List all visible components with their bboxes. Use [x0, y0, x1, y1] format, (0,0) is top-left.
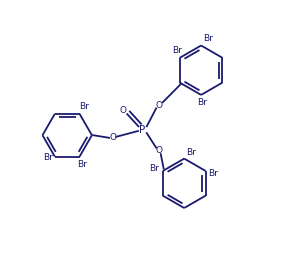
Text: Br: Br — [77, 160, 87, 169]
Text: O: O — [120, 106, 127, 115]
Text: Br: Br — [172, 46, 182, 55]
Text: Br: Br — [197, 98, 207, 107]
Text: O: O — [156, 146, 163, 155]
Text: P: P — [140, 125, 146, 135]
Text: Br: Br — [79, 101, 89, 110]
Text: Br: Br — [150, 164, 159, 173]
Text: Br: Br — [203, 34, 213, 43]
Text: O: O — [156, 101, 163, 110]
Text: Br: Br — [43, 153, 53, 162]
Text: Br: Br — [208, 169, 218, 178]
Text: O: O — [109, 133, 116, 142]
Text: Br: Br — [186, 148, 196, 157]
